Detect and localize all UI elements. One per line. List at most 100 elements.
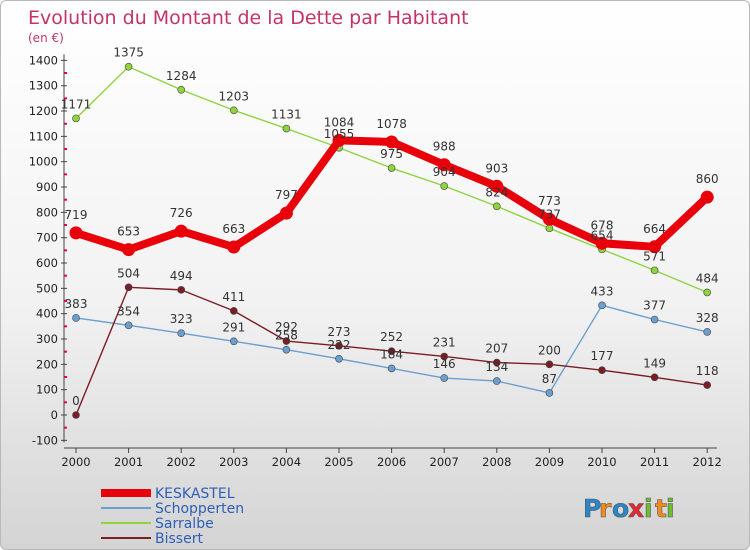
data-label: 654 [591,228,614,242]
data-label: 273 [328,325,351,339]
y-tick-label: 0 [51,408,58,422]
y-tick-label: 1000 [29,155,58,169]
data-label: 1171 [61,97,92,111]
legend-label: KESKASTEL [155,486,235,502]
data-label: 222 [328,338,351,352]
y-tick-label: 700 [36,231,58,245]
data-label: 1055 [324,127,355,141]
data-label: 146 [433,357,456,371]
data-point [230,337,238,346]
data-point [545,389,554,397]
data-point [230,307,238,315]
data-point [703,381,712,389]
x-tick-label: 2001 [114,455,143,469]
data-label: 571 [643,249,666,263]
data-point [598,366,606,374]
data-label: 118 [696,364,719,378]
data-point [490,179,504,193]
data-point [440,182,449,190]
data-label: 903 [485,161,508,175]
data-label: 824 [485,185,508,199]
data-label: 1203 [219,89,250,103]
data-point [387,164,396,172]
data-label: 323 [170,312,193,326]
data-label: 678 [591,218,614,232]
data-label: 1131 [271,108,302,122]
data-label: 207 [485,342,508,356]
y-tick-label: 300 [36,332,58,346]
data-point [437,158,451,172]
data-point [72,411,80,419]
data-label: 184 [380,347,403,361]
data-point [72,314,80,322]
data-point [122,243,136,257]
data-point [598,301,606,310]
data-point [542,212,556,226]
data-label: 354 [117,304,140,318]
data-point [282,337,291,345]
data-point [227,240,241,254]
data-label: 1284 [166,69,197,83]
legend-label: Schopperten [155,501,244,517]
legend-label: Sarralbe [155,516,214,532]
data-point [492,202,501,211]
data-label: 383 [65,297,88,311]
y-tick-label: 900 [36,180,58,194]
data-label: 291 [222,320,245,334]
data-point [177,329,185,337]
data-point [595,236,609,250]
series-keskastel [69,133,714,257]
y-tick-label: 600 [36,256,58,270]
data-point [700,190,714,204]
data-label: 1084 [324,115,355,129]
data-point [335,354,343,363]
data-label: 664 [643,222,666,236]
data-labels: 1171 1375 1284 1203 1131 1055 975 904 824 737 654 5… [61,46,719,408]
series-layer [69,62,714,419]
logo-letter: i [644,494,653,523]
logo-letter: P [583,494,601,523]
x-tick-label: 2004 [272,455,301,469]
data-point [335,342,343,350]
data-point [648,240,662,254]
data-label: 328 [696,311,719,325]
data-point [440,374,449,382]
data-label: 292 [275,320,298,334]
data-label: 377 [643,299,666,313]
y-tick-label: 1300 [29,79,58,93]
data-point [124,283,133,292]
x-tick-label: 2003 [219,455,248,469]
y-tick-label: 800 [36,205,58,219]
data-point [124,321,133,330]
y-tick-label: 400 [36,307,58,321]
data-label: 797 [275,188,298,202]
data-label: 726 [170,206,193,220]
x-tick-label: 2007 [430,455,459,469]
data-label: 149 [643,356,666,370]
y-tick-label: 1200 [29,104,58,118]
data-label: 134 [485,360,508,374]
data-label: 200 [538,343,561,357]
legend-label: Bissert [155,531,203,547]
data-label: 719 [65,208,88,222]
data-label: 1375 [113,46,144,60]
y-tick-label: 1400 [29,53,58,67]
data-label: 433 [591,284,614,298]
x-tick-label: 2012 [693,455,722,469]
chart-subtitle: (en €) [28,31,64,45]
data-label: 177 [591,349,614,363]
x-tick-label: 2008 [482,455,511,469]
data-label: 0 [72,394,80,408]
data-label: 1078 [376,117,407,131]
logo-letter: o [612,494,629,523]
data-label: 904 [433,165,456,179]
data-point [177,85,185,94]
series-line [75,66,708,294]
series-bissert [72,283,712,419]
data-label: 773 [538,194,561,208]
series-sarralbe [72,62,712,297]
data-point [387,364,396,373]
data-point [72,114,80,123]
